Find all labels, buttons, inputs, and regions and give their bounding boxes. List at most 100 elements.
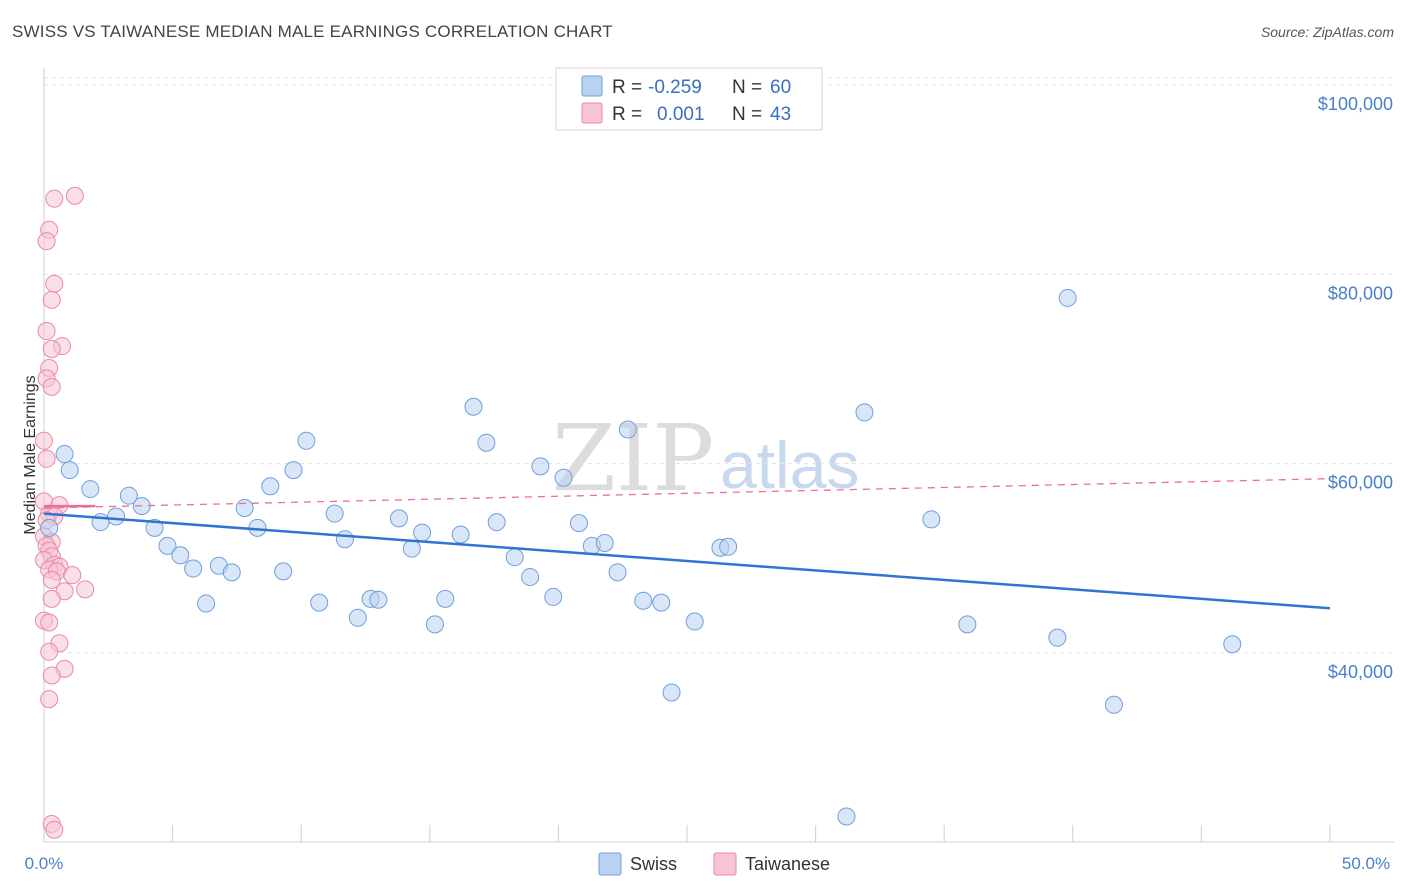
y-tick-labels: $40,000 $60,000 $80,000 $100,000 (1318, 94, 1393, 682)
swiss-point (531, 457, 550, 476)
taiwanese-point (42, 377, 61, 396)
trend-lines (43, 478, 1331, 610)
axes (43, 68, 1394, 843)
swiss-point (107, 507, 126, 526)
swiss-point (235, 498, 254, 517)
swiss-point (958, 615, 977, 634)
taiwanese-point (42, 570, 61, 589)
bottom-legend-swatch-swiss (598, 852, 622, 876)
bottom-legend-label-swiss: Swiss (630, 854, 677, 874)
legend-n-label-taiwanese: N = (732, 104, 762, 125)
x-tick-label-min: 0.0% (25, 854, 64, 873)
swiss-point (1104, 695, 1123, 714)
swiss-point (158, 536, 177, 555)
legend-r-value-swiss: -0.259 (648, 77, 702, 98)
bottom-legend-label-taiwanese: Taiwanese (745, 854, 830, 874)
series-legend: Swiss Taiwanese (598, 852, 830, 876)
swiss-point (184, 559, 203, 578)
swiss-point (719, 537, 738, 556)
y-tick-label: $80,000 (1328, 283, 1393, 303)
taiwanese-point (40, 690, 59, 709)
swiss-point (544, 587, 563, 606)
taiwanese-point (37, 449, 56, 468)
legend-r-value-taiwanese: 0.001 (657, 104, 705, 125)
taiwanese-series (35, 186, 95, 839)
swiss-point (1048, 628, 1067, 647)
swiss-point (261, 477, 280, 496)
swiss-point (477, 433, 496, 452)
legend-n-value-taiwanese: 43 (770, 104, 791, 125)
y-tick-label: $100,000 (1318, 94, 1393, 114)
watermark-zip: ZIP (552, 405, 714, 512)
legend-n-value-swiss: 60 (770, 77, 791, 98)
swiss-point (662, 683, 681, 702)
taiwanese-point (42, 290, 61, 309)
source-credit: Source: ZipAtlas.com (1260, 24, 1394, 40)
swiss-point (464, 397, 483, 416)
swiss-point (402, 539, 421, 558)
swiss-series (40, 288, 1242, 826)
taiwanese-point (63, 566, 82, 585)
legend-swatch-swiss (581, 75, 603, 97)
swiss-point (521, 568, 540, 587)
swiss-point (55, 445, 74, 464)
taiwanese-point (45, 189, 64, 208)
swiss-point (335, 530, 354, 549)
taiwanese-point (45, 274, 64, 293)
swiss-trend-line (43, 512, 1331, 610)
swiss-point (505, 548, 524, 567)
swiss-point (119, 486, 138, 505)
swiss-point (685, 612, 704, 631)
taiwanese-trend-dashed (43, 478, 1331, 509)
taiwanese-point (65, 186, 84, 205)
taiwanese-point (45, 820, 64, 839)
swiss-point (222, 563, 241, 582)
chart-title: SWISS VS TAIWANESE MEDIAN MALE EARNINGS … (12, 22, 613, 41)
swiss-point (389, 509, 408, 528)
swiss-point (554, 468, 573, 487)
swiss-point (348, 608, 367, 627)
swiss-point (197, 594, 216, 613)
taiwanese-point (42, 589, 61, 608)
swiss-point (569, 514, 588, 533)
swiss-point (595, 533, 614, 552)
taiwanese-point (40, 642, 59, 661)
swiss-point (855, 403, 874, 422)
swiss-point (1223, 635, 1242, 654)
swiss-point (922, 510, 941, 529)
legend-r-label-swiss: R = (612, 77, 642, 98)
y-tick-label: $40,000 (1328, 662, 1393, 682)
legend-r-label-taiwanese: R = (612, 104, 642, 125)
bottom-legend-swatch-taiwanese (713, 852, 737, 876)
swiss-point (652, 593, 671, 612)
taiwanese-point (37, 232, 56, 251)
legend-n-label-swiss: N = (732, 77, 762, 98)
taiwanese-point (42, 340, 61, 359)
legend-swatch-taiwanese (581, 102, 603, 124)
y-tick-label: $60,000 (1328, 473, 1393, 493)
swiss-point (1058, 288, 1077, 307)
swiss-point (274, 562, 293, 581)
taiwanese-point (76, 580, 95, 599)
swiss-point (608, 563, 627, 582)
swiss-point (487, 513, 506, 532)
taiwanese-point (37, 322, 56, 341)
swiss-point (284, 461, 303, 480)
swiss-point (425, 615, 444, 634)
swiss-point (325, 504, 344, 523)
y-axis-label: Median Male Earnings (22, 375, 39, 534)
swiss-point (60, 461, 79, 480)
x-tick-label-max: 50.0% (1342, 854, 1390, 873)
swiss-point (618, 420, 637, 439)
swiss-point (634, 591, 653, 610)
swiss-point (451, 525, 470, 544)
swiss-point (369, 590, 388, 609)
swiss-point (297, 431, 316, 450)
swiss-point (40, 518, 59, 537)
correlation-legend: R = -0.259 N = 60 R = 0.001 N = 43 (555, 67, 823, 131)
grid-lines (44, 77, 1394, 654)
swiss-point (171, 546, 190, 565)
swiss-point (413, 523, 432, 542)
swiss-point (81, 480, 100, 499)
